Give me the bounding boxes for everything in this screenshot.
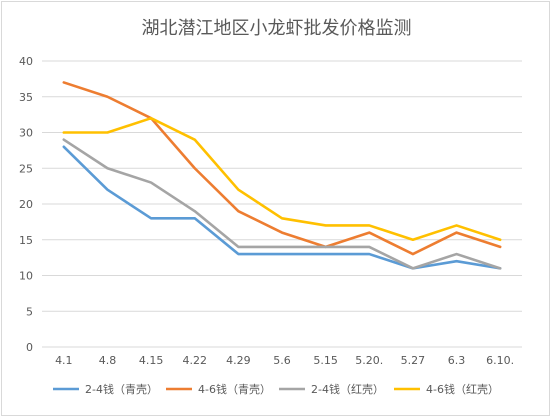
gridlines [42,60,522,348]
series-line-3 [62,138,502,270]
x-tick-label: 4.15 [139,354,164,367]
series-line-2 [62,81,502,256]
x-tick-label: 6.3 [448,354,466,367]
legend: 2-4钱（青壳） 4-6钱（青壳） 2-4钱（红壳） 4-6钱（红壳） [53,382,499,396]
x-tick-label: 6.10. [486,354,514,367]
y-tick-label: 35 [19,91,33,104]
x-axis-tick-labels: 4.1 4.8 4.15 4.22 4.29 5.6 5.15 5.20. 5.27 6.3 6.1… [55,354,514,367]
y-tick-label: 20 [19,198,33,211]
x-tick-label: 4.29 [226,354,251,367]
y-tick-label: 0 [26,341,33,354]
x-tick-label: 5.6 [273,354,291,367]
y-tick-label: 25 [19,162,33,175]
x-tick-label: 4.1 [55,354,73,367]
y-tick-label: 40 [19,55,33,68]
x-tick-label: 5.20. [355,354,383,367]
x-tick-label: 5.15 [313,354,338,367]
y-tick-label: 30 [19,127,33,140]
x-tick-label: 4.22 [182,354,207,367]
chart-title: 湖北潜江地区小龙虾批发价格监测 [141,18,412,39]
legend-label-3: 2-4钱（红壳） [311,382,384,396]
y-tick-label: 10 [19,270,33,283]
y-tick-label: 15 [19,234,33,247]
series-line-1 [62,145,502,270]
legend-label-4: 4-6钱（红壳） [426,382,499,396]
x-tick-label: 5.27 [401,354,426,367]
series-line-4 [62,116,502,242]
series-lines [62,81,502,270]
x-tick-label: 4.8 [99,354,117,367]
y-axis-tick-labels: 0 5 10 15 20 25 30 35 40 [19,55,33,354]
legend-label-2: 4-6钱（青壳） [198,382,271,396]
legend-label-1: 2-4钱（青壳） [85,382,158,396]
y-tick-label: 5 [26,305,33,318]
